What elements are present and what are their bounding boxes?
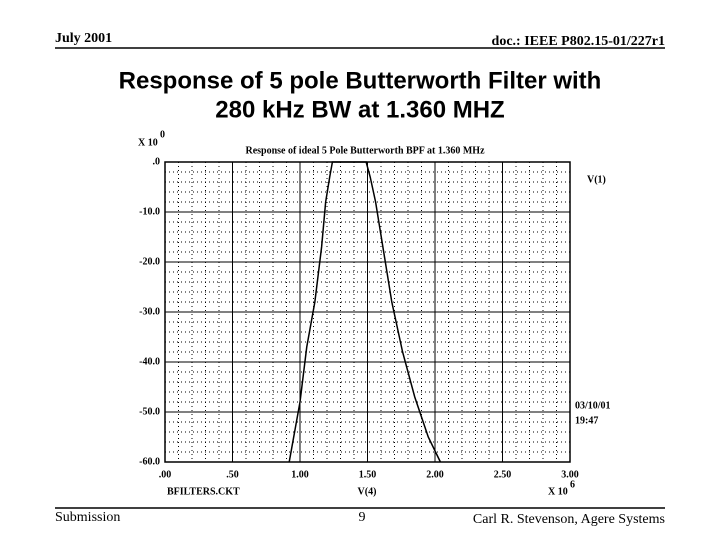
x-tick-label: .50 bbox=[226, 469, 239, 480]
y-tick-label: -20.0 bbox=[139, 256, 160, 267]
x-tick-label: 1.00 bbox=[291, 469, 309, 480]
x-multiplier: X 10 bbox=[548, 486, 568, 497]
header-right: doc.: IEEE P802.15-01/227r1 bbox=[492, 34, 665, 49]
slide-title: 280 kHz BW at 1.360 MHZ bbox=[215, 96, 504, 123]
response-curve bbox=[288, 161, 442, 463]
date-label: 03/10/01 bbox=[575, 400, 611, 411]
file-label: BFILTERS.CKT bbox=[167, 486, 240, 497]
y-tick-label: -60.0 bbox=[139, 456, 160, 467]
x-tick-label: 2.00 bbox=[426, 469, 444, 480]
chart: Response of ideal 5 Pole Butterworth BPF… bbox=[138, 129, 611, 497]
x-axis-label: V(4) bbox=[358, 486, 377, 497]
plot-frame bbox=[164, 161, 571, 463]
x-multiplier-exponent: 6 bbox=[570, 479, 575, 490]
y-tick-label: -30.0 bbox=[139, 306, 160, 317]
footer-right: Carl R. Stevenson, Agere Systems bbox=[473, 512, 665, 527]
x-tick-label: 3.00 bbox=[561, 469, 579, 480]
y-tick-label: .0 bbox=[153, 156, 161, 167]
x-tick-label: .00 bbox=[159, 469, 172, 480]
time-label: 19:47 bbox=[575, 415, 598, 426]
y-tick-label: -50.0 bbox=[139, 406, 160, 417]
x-tick-label: 2.50 bbox=[494, 469, 512, 480]
footer-left: Submission bbox=[55, 510, 120, 525]
header-left: July 2001 bbox=[55, 31, 112, 46]
x-tick-label: 1.50 bbox=[359, 469, 377, 480]
page-number: 9 bbox=[359, 510, 366, 525]
chart-title: Response of ideal 5 Pole Butterworth BPF… bbox=[245, 145, 485, 156]
y-tick-label: -40.0 bbox=[139, 356, 160, 367]
y-multiplier: X 10 bbox=[138, 137, 158, 148]
slide-title: Response of 5 pole Butterworth Filter wi… bbox=[119, 67, 602, 94]
y-tick-label: -10.0 bbox=[139, 206, 160, 217]
y-multiplier-exponent: 0 bbox=[160, 129, 165, 140]
legend-entry: V(1) bbox=[587, 174, 606, 185]
